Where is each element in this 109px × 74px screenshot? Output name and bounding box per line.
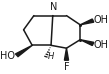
Text: OH: OH bbox=[94, 15, 109, 25]
Polygon shape bbox=[64, 48, 69, 60]
Polygon shape bbox=[80, 19, 94, 25]
Polygon shape bbox=[15, 45, 32, 57]
Text: H: H bbox=[48, 52, 54, 61]
Polygon shape bbox=[80, 40, 94, 46]
Text: OH: OH bbox=[94, 40, 109, 50]
Text: HO: HO bbox=[0, 51, 15, 61]
Text: F: F bbox=[64, 62, 70, 72]
Text: N: N bbox=[50, 2, 57, 12]
